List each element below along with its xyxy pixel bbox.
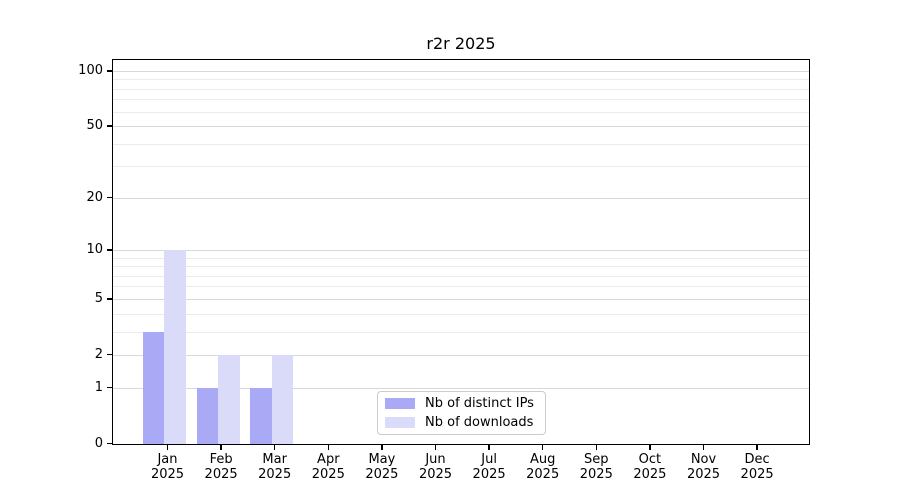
x-tick-label: Oct 2025 bbox=[618, 452, 682, 482]
legend-swatch-downloads bbox=[385, 417, 415, 428]
y-tick-mark bbox=[107, 70, 112, 72]
chart-title: r2r 2025 bbox=[426, 34, 496, 53]
y-tick-mark bbox=[107, 354, 112, 356]
y-tick-label: 100 bbox=[78, 62, 103, 78]
bar-downloads-jan bbox=[164, 250, 186, 444]
x-tick-year: 2025 bbox=[418, 467, 453, 482]
legend-label-downloads: Nb of downloads bbox=[425, 415, 534, 430]
y-tick-label: 5 bbox=[94, 290, 103, 306]
x-tick-year: 2025 bbox=[686, 467, 721, 482]
y-gridline-major bbox=[113, 70, 809, 72]
y-gridline-major bbox=[113, 126, 809, 128]
y-tick-label: 2 bbox=[94, 346, 103, 362]
x-tick-label: Nov 2025 bbox=[672, 452, 736, 482]
x-tick-year: 2025 bbox=[258, 467, 292, 482]
x-tick-label: May 2025 bbox=[350, 452, 414, 482]
y-tick-label: 1 bbox=[94, 379, 103, 395]
x-tick-mark bbox=[381, 445, 383, 450]
x-tick-month: Jul bbox=[481, 452, 497, 467]
y-gridline-minor bbox=[113, 111, 809, 113]
x-tick-mark bbox=[542, 445, 544, 450]
legend-item-downloads: Nb of downloads bbox=[385, 414, 538, 431]
x-tick-label: Feb 2025 bbox=[189, 452, 253, 482]
y-gridline-minor bbox=[113, 143, 809, 145]
y-gridline-minor bbox=[113, 275, 809, 277]
x-tick-label: Dec 2025 bbox=[725, 452, 789, 482]
y-tick-label: 20 bbox=[86, 189, 103, 205]
y-gridline-minor bbox=[113, 166, 809, 168]
y-gridline-minor bbox=[113, 79, 809, 81]
y-gridline-major bbox=[113, 197, 809, 199]
y-gridline-major bbox=[113, 298, 809, 300]
x-tick-mark bbox=[702, 445, 705, 450]
y-gridline-minor bbox=[113, 266, 809, 268]
x-tick-label: Jul 2025 bbox=[457, 452, 521, 482]
x-tick-label: Mar 2025 bbox=[243, 452, 307, 482]
y-tick-label: 0 bbox=[94, 435, 103, 451]
x-tick-mark bbox=[488, 445, 490, 450]
y-gridline-minor bbox=[113, 257, 809, 259]
x-tick-label: Aug 2025 bbox=[511, 452, 575, 482]
x-tick-year: 2025 bbox=[633, 467, 667, 482]
x-tick-month: Mar bbox=[262, 452, 287, 467]
x-tick-month: Jun bbox=[425, 452, 446, 467]
bar-distinct-ips-jan bbox=[142, 332, 165, 444]
x-tick-label: Sep 2025 bbox=[564, 452, 628, 482]
y-gridline-minor bbox=[113, 313, 809, 315]
y-tick-mark bbox=[107, 197, 112, 199]
x-tick-mark bbox=[327, 445, 329, 450]
y-tick-mark bbox=[107, 442, 112, 445]
x-tick-mark bbox=[220, 445, 222, 450]
x-tick-mark bbox=[595, 445, 597, 450]
x-tick-mark bbox=[434, 445, 437, 450]
x-tick-year: 2025 bbox=[311, 467, 345, 482]
bar-distinct-ips-mar bbox=[250, 388, 272, 444]
x-tick-year: 2025 bbox=[204, 467, 238, 482]
x-tick-label: Jun 2025 bbox=[404, 452, 468, 482]
x-tick-month: Aug bbox=[529, 452, 556, 467]
x-tick-mark bbox=[649, 445, 651, 450]
x-tick-month: Oct bbox=[638, 452, 662, 467]
x-tick-month: May bbox=[368, 452, 396, 467]
x-tick-month: Apr bbox=[317, 452, 340, 467]
x-tick-year: 2025 bbox=[365, 467, 399, 482]
x-tick-month: Sep bbox=[584, 452, 609, 467]
x-tick-year: 2025 bbox=[579, 467, 613, 482]
x-tick-month: Dec bbox=[744, 452, 770, 467]
legend-swatch-distinct-ips bbox=[385, 398, 415, 409]
legend-label-distinct-ips: Nb of distinct IPs bbox=[425, 396, 534, 411]
x-tick-year: 2025 bbox=[740, 467, 774, 482]
x-tick-year: 2025 bbox=[472, 467, 506, 482]
x-tick-month: Jan bbox=[157, 452, 178, 467]
bar-downloads-mar bbox=[271, 355, 294, 444]
bar-distinct-ips-feb bbox=[196, 388, 218, 444]
y-tick-label: 50 bbox=[86, 118, 103, 134]
x-tick-mark bbox=[166, 445, 169, 450]
y-gridline-minor bbox=[113, 88, 809, 90]
x-tick-month: Nov bbox=[690, 452, 717, 467]
y-gridline-minor bbox=[113, 286, 809, 288]
x-tick-label: Apr 2025 bbox=[296, 452, 360, 482]
y-gridline-minor bbox=[113, 331, 809, 333]
y-tick-mark bbox=[107, 298, 112, 300]
y-tick-label: 10 bbox=[86, 241, 103, 257]
plot-area bbox=[112, 59, 810, 445]
y-gridline-major bbox=[113, 354, 809, 356]
y-tick-mark bbox=[107, 386, 112, 389]
x-tick-label: Jan 2025 bbox=[136, 452, 200, 482]
legend: Nb of distinct IPs Nb of downloads bbox=[377, 391, 546, 435]
bar-downloads-feb bbox=[218, 355, 240, 444]
y-gridline-minor bbox=[113, 99, 809, 101]
y-gridline-major bbox=[113, 249, 809, 251]
legend-item-distinct-ips: Nb of distinct IPs bbox=[385, 395, 538, 412]
x-tick-mark bbox=[274, 445, 276, 450]
y-gridline-major bbox=[113, 387, 809, 389]
x-tick-month: Feb bbox=[209, 452, 233, 467]
y-tick-mark bbox=[107, 249, 112, 251]
x-tick-year: 2025 bbox=[150, 467, 185, 482]
y-tick-mark bbox=[107, 125, 112, 127]
x-tick-year: 2025 bbox=[526, 467, 560, 482]
x-tick-mark bbox=[756, 445, 758, 450]
